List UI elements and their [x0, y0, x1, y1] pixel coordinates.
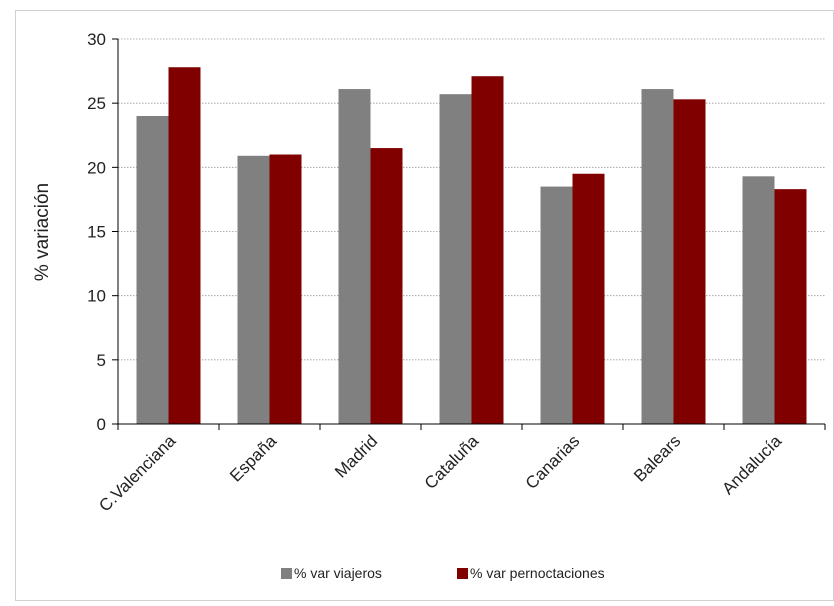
legend-swatch-1 — [457, 568, 468, 579]
y-tick-label: 0 — [97, 415, 106, 434]
bar-pernoctaciones-3 — [471, 76, 504, 424]
y-tick-label: 15 — [87, 223, 106, 242]
bar-pernoctaciones-6 — [774, 189, 807, 424]
bar-viajeros-0 — [136, 116, 169, 424]
bar-viajeros-4 — [540, 186, 573, 424]
bar-pernoctaciones-5 — [673, 99, 706, 425]
bar-pernoctaciones-1 — [269, 154, 302, 424]
y-tick-label: 5 — [97, 351, 106, 370]
bar-viajeros-3 — [439, 94, 472, 424]
bar-viajeros-6 — [742, 176, 775, 424]
legend-swatch-0 — [281, 568, 292, 579]
y-tick-label: 10 — [87, 287, 106, 306]
bars — [136, 67, 807, 425]
y-tick-label: 30 — [87, 30, 106, 49]
legend-label-1: % var pernoctaciones — [470, 565, 605, 581]
bar-viajeros-2 — [338, 89, 371, 425]
legend: % var viajeros % var pernoctaciones — [281, 565, 605, 581]
y-axis-label: % variación — [32, 183, 53, 281]
legend-label-0: % var viajeros — [294, 565, 382, 581]
bar-pernoctaciones-4 — [572, 173, 605, 424]
bar-viajeros-1 — [237, 155, 270, 425]
y-tick-label: 20 — [87, 158, 106, 177]
bar-viajeros-5 — [641, 89, 674, 425]
bar-pernoctaciones-0 — [168, 67, 201, 424]
gridlines — [118, 38, 825, 361]
y-tick-label: 25 — [87, 94, 106, 113]
bar-pernoctaciones-2 — [370, 148, 403, 425]
